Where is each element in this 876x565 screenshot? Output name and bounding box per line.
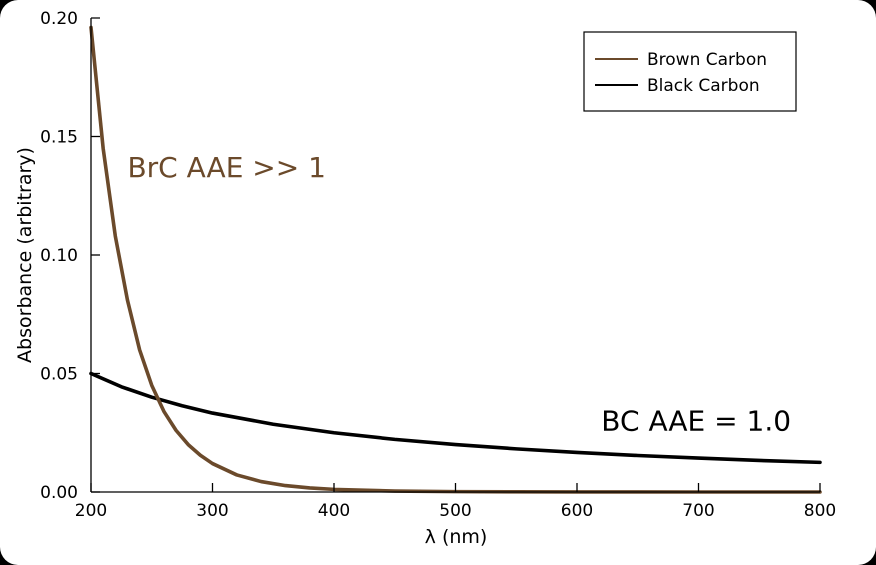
annotation-0: BrC AAE >> 1 — [127, 151, 326, 184]
y-tick-label: 0.05 — [40, 365, 78, 385]
annotation-1: BC AAE = 1.0 — [601, 404, 791, 437]
y-tick-label: 0.15 — [40, 128, 78, 148]
legend-label-brown-carbon: Brown Carbon — [647, 50, 767, 70]
y-tick-label: 0.20 — [40, 9, 78, 29]
x-tick-label: 400 — [318, 501, 350, 521]
y-tick-label: 0.10 — [40, 246, 78, 266]
x-tick-label: 500 — [439, 501, 471, 521]
legend: Brown Carbon Black Carbon — [583, 31, 797, 112]
x-tick-label: 600 — [561, 501, 593, 521]
axes-layer: 200 300 400 500 600 700 800 0.00 0.05 0.10 0.15 0.2… — [40, 9, 836, 521]
x-tick-label: 200 — [75, 501, 107, 521]
legend-frame — [583, 31, 797, 112]
legend-label-black-carbon: Black Carbon — [647, 76, 760, 96]
y-tick-label: 0.00 — [40, 483, 78, 503]
x-tick-label: 300 — [196, 501, 228, 521]
y-axis-title: Absorbance (arbitrary) — [14, 147, 36, 363]
series-line-black-carbon — [89, 371, 822, 465]
x-tick-label: 800 — [804, 501, 836, 521]
annotation-layer: BrC AAE >> 1 BC AAE = 1.0 — [127, 151, 791, 438]
x-tick-label: 700 — [682, 501, 714, 521]
x-axis-title: λ (nm) — [425, 526, 488, 548]
